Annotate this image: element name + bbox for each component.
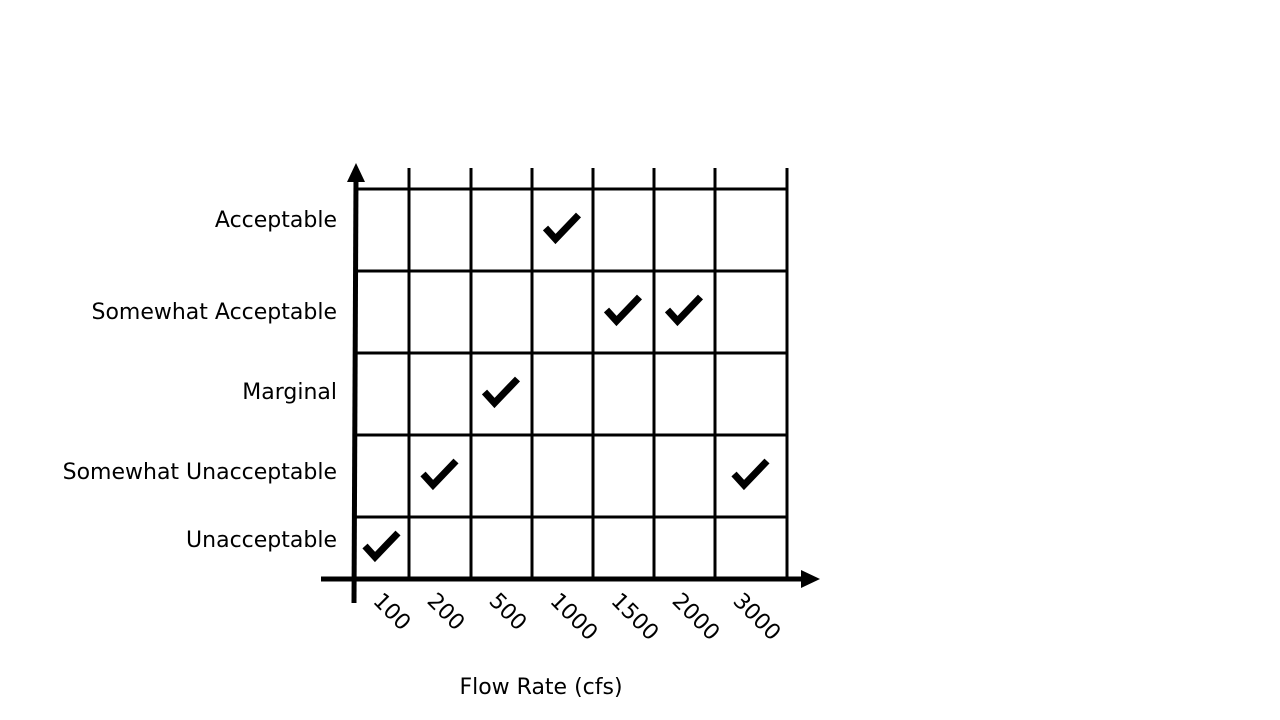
row-label: Unacceptable — [186, 528, 337, 553]
axes — [321, 163, 820, 604]
row-label: Acceptable — [215, 208, 337, 233]
column-label: 2000 — [667, 589, 724, 646]
x-axis-title: Flow Rate (cfs) — [459, 675, 622, 700]
column-label: 1000 — [545, 589, 602, 646]
check-mark-icon — [420, 458, 459, 491]
check-mark-icon — [481, 376, 521, 409]
check-mark-icon — [603, 294, 643, 327]
row-label: Somewhat Acceptable — [91, 300, 337, 325]
column-label: 100 — [368, 589, 415, 636]
check-mark-icon — [731, 458, 770, 491]
column-label: 1500 — [606, 589, 663, 646]
check-marks — [362, 212, 770, 563]
x-axis-arrowhead — [801, 570, 820, 588]
check-mark-icon — [362, 530, 401, 563]
y-axis-arrowhead — [347, 163, 365, 182]
column-label: 200 — [422, 589, 469, 636]
row-labels: Acceptable Somewhat Acceptable Marginal Som… — [63, 208, 337, 553]
check-mark-icon — [542, 212, 582, 245]
row-label: Somewhat Unacceptable — [63, 460, 337, 485]
column-label: 3000 — [728, 589, 785, 646]
column-label: 500 — [484, 589, 531, 636]
grid — [355, 168, 789, 579]
row-label: Marginal — [242, 380, 337, 405]
check-mark-icon — [664, 294, 704, 327]
column-labels: 100 200 500 1000 1500 2000 3000 — [368, 589, 785, 646]
y-axis-line — [351, 177, 359, 604]
